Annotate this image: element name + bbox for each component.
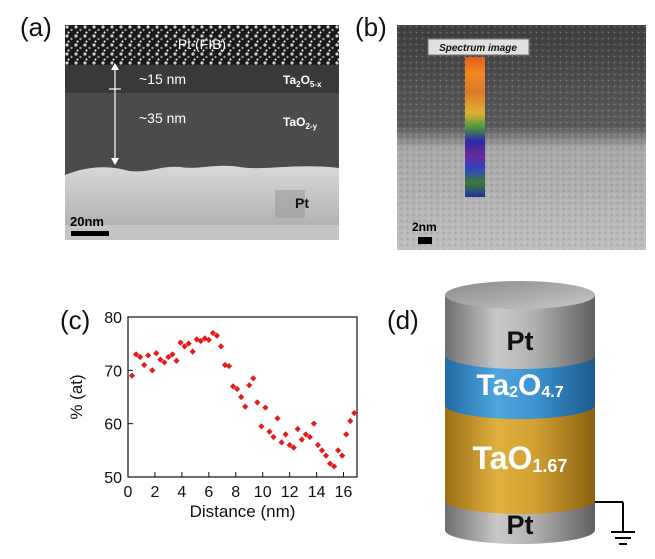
y-tick-label: 60 (104, 417, 122, 434)
x-tick-label: 4 (177, 484, 186, 501)
panel-label-c: (c) (60, 305, 91, 335)
pt-bottom-layer (65, 165, 339, 240)
panel-label-d: (d) (387, 305, 419, 335)
data-point (339, 452, 346, 459)
ground-symbol (595, 501, 635, 545)
x-tick-label: 12 (281, 484, 299, 501)
spectrum-label: Spectrum image (439, 43, 517, 54)
tem-image-a: Pt (FIB) ~15 nm ~35 nm Ta2O5-x TaO2-y Pt… (65, 25, 339, 240)
data-point (173, 357, 180, 364)
data-point (347, 417, 354, 425)
top-pt-layer (445, 295, 595, 369)
data-point (278, 439, 285, 446)
data-point (266, 428, 273, 435)
tao-label: TaO1.67 (473, 440, 568, 476)
y-tick-label: 50 (104, 470, 122, 487)
device-schematic-d: Pt Ta2O4.7 TaO1.67 Pt (445, 281, 635, 545)
thickness-bottom-label: ~35 nm (139, 110, 186, 126)
data-point (274, 415, 281, 422)
scalebar-b (418, 237, 432, 244)
data-point (209, 329, 216, 337)
data-point (306, 433, 313, 441)
data-point (298, 436, 305, 443)
spectrum-label-box (427, 38, 530, 56)
ta2o-layer (445, 355, 595, 419)
x-tick-label: 2 (150, 484, 159, 501)
data-point (177, 339, 184, 346)
data-point (246, 382, 253, 389)
data-point (335, 447, 342, 454)
scalebar-a (71, 231, 109, 236)
plot-frame (127, 316, 358, 478)
data-point (189, 348, 196, 355)
data-point (132, 351, 140, 358)
top-pt-label: Pt (507, 326, 534, 356)
tao-layer (445, 405, 595, 514)
data-point (310, 420, 318, 427)
layer-bottom-label: Pt (295, 195, 309, 211)
data-point (314, 441, 322, 449)
data-point (145, 352, 152, 359)
y-axis-label: % (at) (67, 374, 86, 419)
data-point (128, 372, 136, 379)
panel-label-a: (a) (20, 12, 52, 42)
x-tick-label: 14 (308, 484, 326, 501)
data-point (141, 361, 148, 369)
x-tick-label: 8 (231, 484, 240, 501)
data-point (262, 404, 269, 411)
data-point (322, 452, 330, 459)
data-point (254, 399, 261, 406)
x-tick-label: 0 (124, 484, 133, 501)
data-point (149, 367, 156, 374)
y-tick-label: 70 (104, 363, 122, 380)
layer-top-label: Ta2O5-x (283, 73, 322, 89)
data-point (282, 431, 289, 438)
x-tick-label: 16 (335, 484, 353, 501)
data-point (217, 343, 225, 350)
top-cap (445, 281, 595, 309)
scalebar-a-label: 20nm (70, 214, 104, 229)
layer-mid-label: TaO2-y (283, 115, 318, 131)
data-point (153, 350, 160, 357)
scalebar-b-label: 2nm (412, 220, 437, 234)
panel-label-b: (b) (355, 12, 387, 42)
x-tick-label: 6 (204, 484, 213, 501)
x-axis-label: Distance (nm) (190, 502, 296, 521)
data-point (343, 431, 350, 438)
fib-pt-cap (65, 25, 339, 65)
data-point (318, 447, 326, 454)
oxygen-profile-chart: 0 2 4 6 8 10 12 14 16 50 60 70 80 Distance (nm) % (a… (67, 310, 358, 521)
data-point (270, 433, 277, 441)
data-point (242, 403, 249, 410)
bottom-pt-label: Pt (507, 510, 534, 540)
haadf-image-b: Spectrum image 2nm (397, 25, 646, 250)
fib-label: Pt (FIB) (178, 36, 226, 52)
data-point (294, 425, 301, 433)
data-point (258, 423, 265, 430)
ta2o-label: Ta2O4.7 (476, 369, 563, 402)
data-point (326, 460, 334, 467)
data-point (238, 393, 245, 401)
spectrum-strip (465, 57, 485, 197)
thickness-top-label: ~15 nm (139, 71, 186, 87)
x-tick-label: 10 (254, 484, 272, 501)
data-point (250, 375, 257, 382)
data-point (197, 337, 204, 345)
y-tick-label: 80 (104, 310, 122, 327)
tao2-layer (65, 93, 339, 175)
ta2o5-layer (65, 65, 339, 93)
